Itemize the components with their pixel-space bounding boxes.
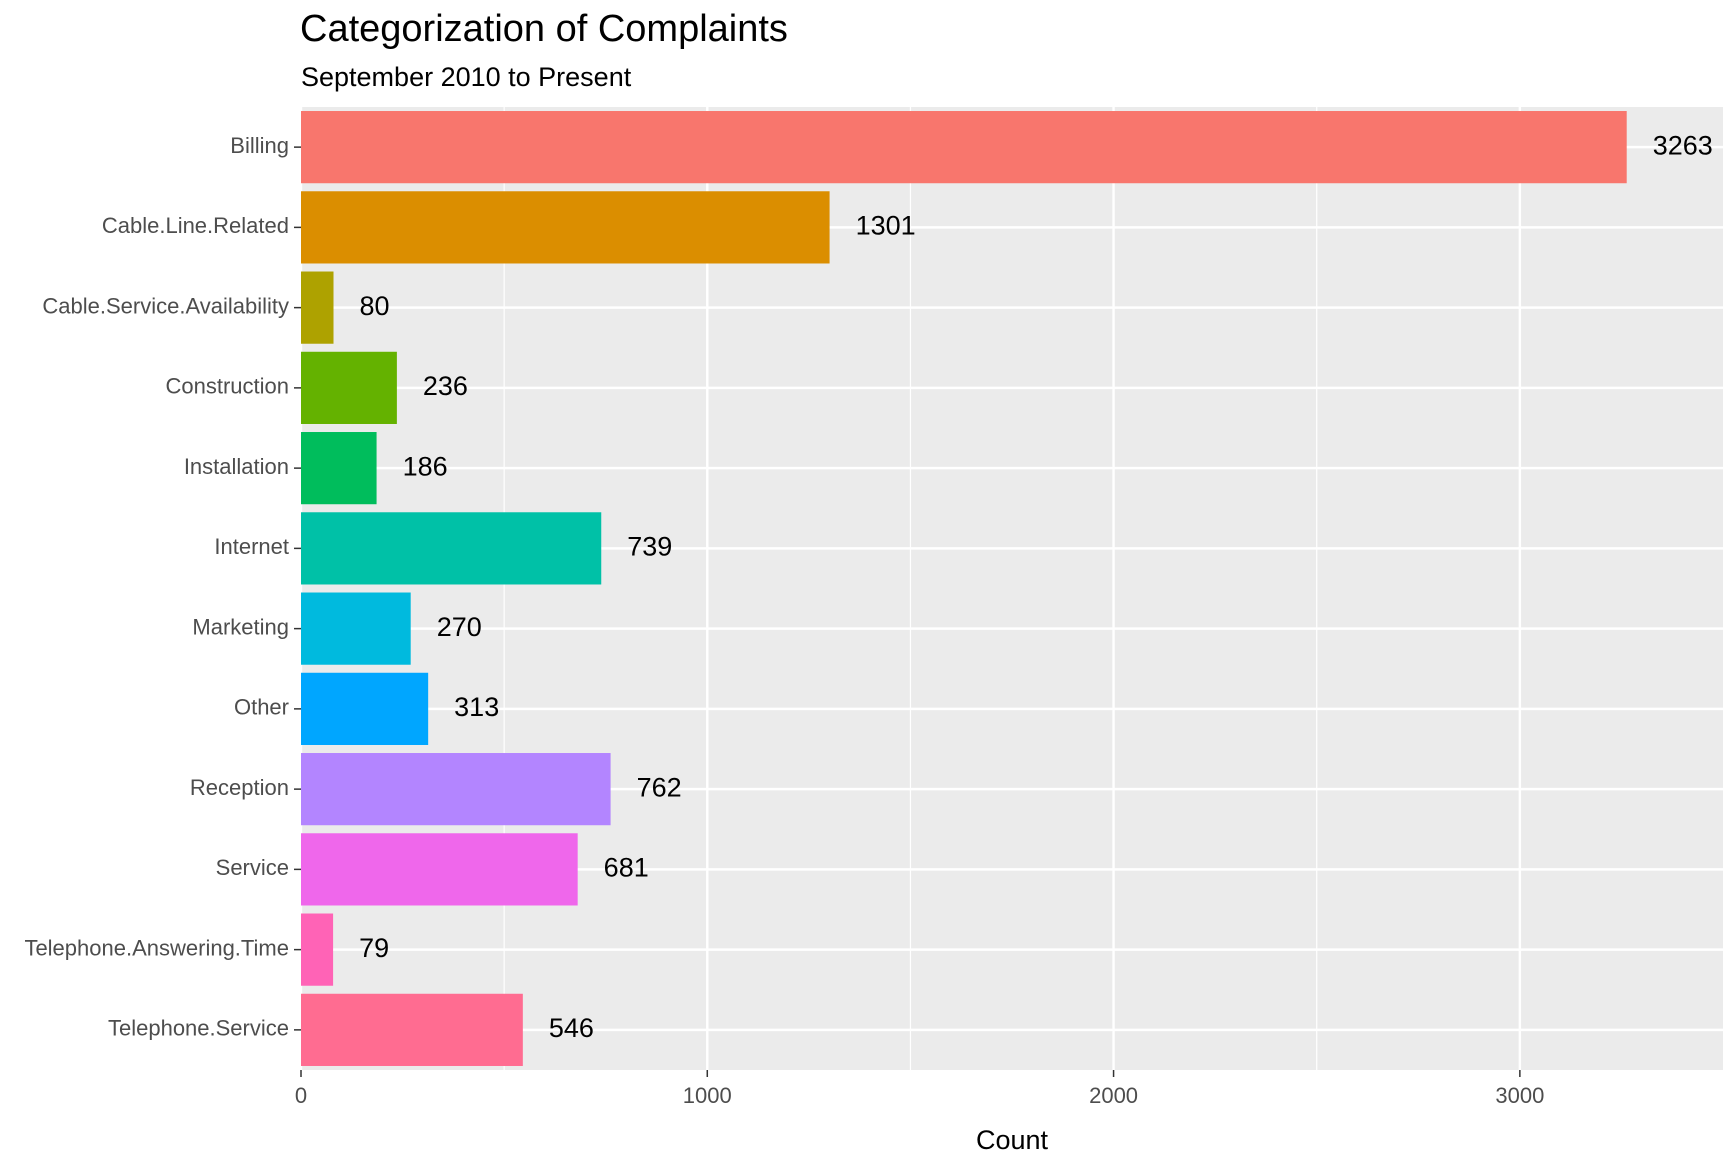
y-tick-label: Installation xyxy=(184,454,289,479)
plot-panel xyxy=(301,107,1723,1070)
y-tick-label: Construction xyxy=(165,374,289,399)
value-label: 79 xyxy=(359,933,389,963)
y-tick-label: Service xyxy=(216,855,289,880)
y-tick-label: Marketing xyxy=(192,614,289,639)
value-label: 80 xyxy=(360,291,390,321)
bar-cable-service-availability xyxy=(301,271,334,344)
y-tick-label: Billing xyxy=(230,133,289,158)
x-tick-label: 3000 xyxy=(1495,1083,1544,1108)
bar-telephone-answering-time xyxy=(301,913,334,986)
bar-telephone-service xyxy=(301,993,523,1066)
y-tick-label: Cable.Line.Related xyxy=(102,213,289,238)
value-label: 3263 xyxy=(1653,130,1713,160)
chart-subtitle: September 2010 to Present xyxy=(301,62,632,92)
x-tick-label: 0 xyxy=(295,1083,307,1108)
bar-cable-line-related xyxy=(301,191,830,264)
value-label: 546 xyxy=(549,1013,594,1043)
bar-billing xyxy=(301,111,1627,184)
value-label: 739 xyxy=(627,532,672,562)
y-tick-label: Internet xyxy=(214,534,289,559)
chart-title: Categorization of Complaints xyxy=(300,8,788,50)
y-tick-label: Reception xyxy=(190,775,289,800)
bar-internet xyxy=(301,512,602,585)
y-tick-label: Telephone.Service xyxy=(108,1016,289,1041)
x-tick-label: 2000 xyxy=(1089,1083,1138,1108)
value-label: 236 xyxy=(423,371,468,401)
y-tick-label: Telephone.Answering.Time xyxy=(24,935,289,960)
bars xyxy=(301,111,1627,1066)
bar-construction xyxy=(301,351,397,424)
value-label: 762 xyxy=(637,772,682,802)
bar-service xyxy=(301,833,578,906)
bar-installation xyxy=(301,432,377,505)
x-axis-title: Count xyxy=(976,1125,1049,1152)
grid-lines xyxy=(299,107,1723,1070)
value-label: 1301 xyxy=(856,211,916,241)
bar-reception xyxy=(301,753,611,826)
y-tick-label: Other xyxy=(234,695,289,720)
x-tick-label: 1000 xyxy=(683,1083,732,1108)
value-label: 681 xyxy=(604,853,649,883)
y-axis: Billing Cable.Line.Related Cable.Service.A… xyxy=(24,133,301,1041)
value-label: 186 xyxy=(403,451,448,481)
y-tick-label: Cable.Service.Availability xyxy=(42,293,289,318)
bar-marketing xyxy=(301,592,411,665)
x-axis: 0 1000 2000 3000 xyxy=(295,1070,1544,1108)
value-labels: 3263 1301 80 236 186 739 270 313 762 681 79 546 xyxy=(359,130,1713,1043)
bar-other xyxy=(301,672,429,745)
value-label: 313 xyxy=(454,692,499,722)
value-label: 270 xyxy=(437,612,482,642)
